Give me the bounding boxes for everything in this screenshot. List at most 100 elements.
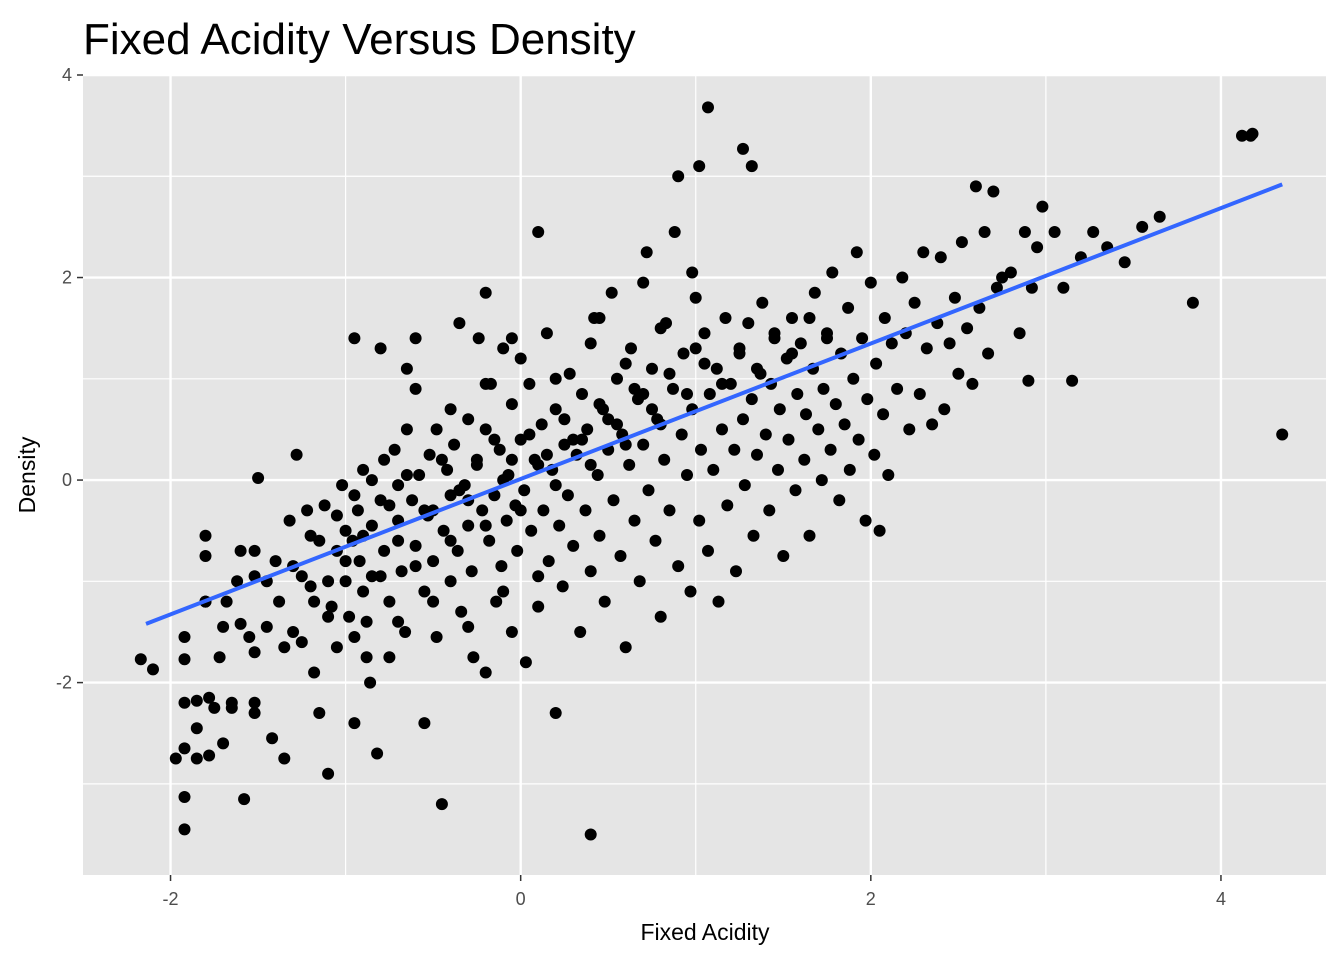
data-point [742,317,755,330]
data-point [444,403,457,416]
data-point [269,555,282,568]
data-point [821,332,833,345]
data-point [418,585,431,598]
data-point [896,271,909,284]
data-point [584,337,597,350]
y-tick-label: 4 [62,65,72,85]
data-point [208,701,221,714]
data-point [523,377,536,390]
data-point [684,585,697,598]
data-point [852,433,865,446]
data-point [667,382,679,395]
data-point [525,524,538,537]
data-point [430,423,443,436]
data-point [371,747,384,760]
data-point [794,337,807,350]
data-point [418,717,431,730]
data-point [969,180,982,193]
data-point [1018,226,1031,238]
data-point [444,534,457,547]
data-point [532,226,545,238]
data-point [441,463,454,476]
data-point [357,463,370,476]
data-point [996,271,1009,284]
data-point [313,707,326,719]
data-point [395,565,408,578]
data-point [824,443,837,456]
data-point [786,347,798,360]
data-point [322,610,335,623]
data-point [768,327,781,340]
data-point [591,469,604,481]
data-point [689,342,702,355]
data-point [423,448,436,461]
data-point [343,610,356,623]
data-point [961,322,974,335]
data-point [430,631,443,643]
data-point [990,281,1003,294]
x-axis-ticks: -2 0 2 4 [163,875,1226,909]
data-point [213,651,226,664]
y-axis-ticks: -2 0 2 4 [56,65,83,693]
data-point [702,544,714,557]
data-point [1087,226,1100,238]
data-point [427,555,440,568]
data-point [497,585,510,598]
data-point [576,433,588,446]
data-point [847,372,860,385]
data-point [584,828,597,841]
data-point [605,286,618,299]
data-point [913,388,926,400]
data-point [479,377,492,390]
data-point [470,458,483,471]
data-point [782,433,795,446]
data-point [448,438,461,451]
data-point [540,327,553,340]
data-point [716,423,728,436]
data-point [574,626,587,638]
data-point [870,357,883,370]
data-point [710,362,723,375]
data-point [453,484,466,497]
data-point [462,413,475,426]
data-point [882,469,895,481]
data-point [838,418,851,431]
data-point [868,448,881,461]
data-point [357,585,370,598]
data-point [388,443,401,456]
data-point [873,524,886,537]
data-point [1246,127,1259,140]
data-point [365,474,378,487]
data-point [348,489,361,502]
data-point [628,382,641,395]
data-point [199,529,212,542]
data-point [966,377,979,390]
data-point [322,767,335,780]
data-point [567,539,580,552]
x-tick-label: 4 [1216,889,1226,909]
data-point [611,418,623,431]
data-point [850,246,863,259]
data-point [738,479,751,492]
data-point [383,595,396,608]
data-point [663,367,676,380]
data-point [523,428,536,441]
data-point [467,651,480,664]
data-point [325,600,338,613]
y-axis-title: Density [14,436,40,513]
data-point [786,312,798,324]
data-point [812,423,825,436]
data-point [672,170,685,183]
data-point [217,620,230,633]
data-point [532,570,545,583]
data-point [178,742,191,755]
data-point [803,529,816,542]
data-point [625,342,637,355]
data-point [409,560,422,573]
data-point [695,443,707,456]
data-point [505,332,518,345]
data-point [290,448,303,461]
data-point [217,737,230,750]
data-point [549,403,562,416]
